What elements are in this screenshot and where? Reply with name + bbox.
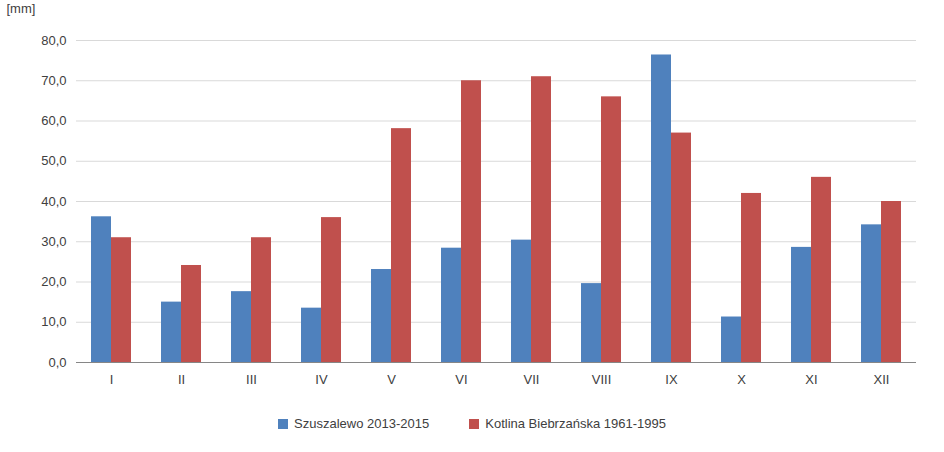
html-text:Kotlina Biebrzańska 1961-1995: Kotlina Biebrzańska 1961-1995 — [485, 416, 666, 431]
svg-text:[mm]: [mm] — [7, 1, 36, 16]
svg-text:VII: VII — [524, 372, 540, 387]
svg-text:40,0: 40,0 — [41, 194, 66, 209]
svg-text:20,0: 20,0 — [41, 274, 66, 289]
svg-text:VI: VI — [455, 372, 467, 387]
svg-text:30,0: 30,0 — [41, 234, 66, 249]
svg-text:0,0: 0,0 — [48, 355, 66, 370]
svg-text:III: III — [246, 372, 257, 387]
svg-text:60,0: 60,0 — [41, 113, 66, 128]
svg-text:V: V — [387, 372, 396, 387]
svg-text:XI: XI — [805, 372, 817, 387]
svg-text:X: X — [737, 372, 746, 387]
svg-text:II: II — [178, 372, 185, 387]
svg-text:VIII: VIII — [592, 372, 612, 387]
svg-text:XII: XII — [874, 372, 890, 387]
svg-text:70,0: 70,0 — [41, 73, 66, 88]
svg-text:I: I — [110, 372, 114, 387]
svg-text:10,0: 10,0 — [41, 314, 66, 329]
svg-text:IX: IX — [665, 372, 678, 387]
svg-text:50,0: 50,0 — [41, 153, 66, 168]
html-text:Szuszalewo 2013-2015: Szuszalewo 2013-2015 — [294, 416, 430, 431]
svg-text:IV: IV — [315, 372, 328, 387]
svg-text:80,0: 80,0 — [41, 33, 66, 48]
